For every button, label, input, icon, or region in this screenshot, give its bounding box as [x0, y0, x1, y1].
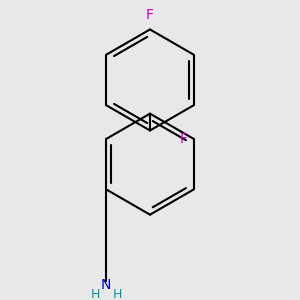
Text: F: F	[180, 132, 188, 146]
Text: N: N	[101, 278, 111, 292]
Text: H: H	[91, 288, 100, 300]
Text: F: F	[146, 8, 154, 22]
Text: H: H	[112, 288, 122, 300]
